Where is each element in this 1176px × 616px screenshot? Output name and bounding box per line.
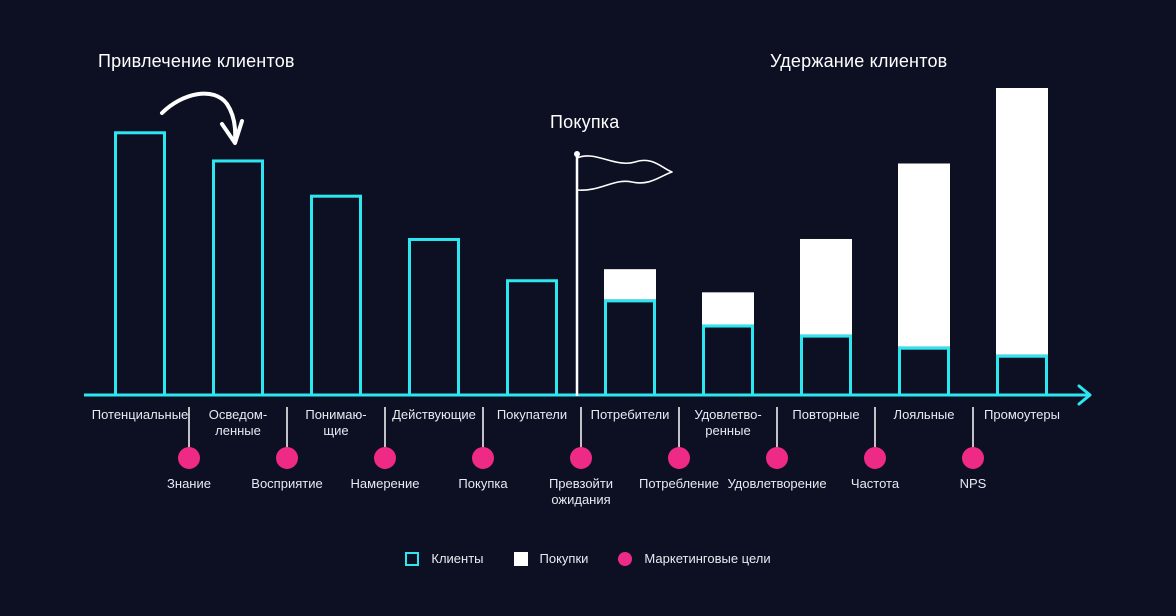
stage-label-1: Осведом- ленные <box>208 407 268 438</box>
goal-label-1: Восприятие <box>251 476 323 491</box>
clients-bar-8 <box>898 346 950 397</box>
goal-dot-5 <box>668 447 690 469</box>
legend-label-purchases: Покупки <box>539 551 589 566</box>
legend-item-purchases: Покупки <box>513 551 589 566</box>
clients-bar-2 <box>310 194 362 397</box>
x-axis-arrowhead <box>1077 384 1092 406</box>
stage-label-5: Потребители <box>590 407 670 422</box>
clients-bar-5 <box>604 299 656 397</box>
purchases-bar-5 <box>604 269 656 300</box>
flag-pole-knob-icon <box>574 151 580 157</box>
purchases-bar-6 <box>702 292 754 325</box>
goal-label-6: Удовлетворение <box>727 476 827 491</box>
goal-dot-6 <box>766 447 788 469</box>
goal-label-7: Частота <box>850 476 900 491</box>
acquisition-header: Привлечение клиентов <box>98 51 295 71</box>
goal-dot-0 <box>178 447 200 469</box>
goal-dot-2 <box>374 447 396 469</box>
purchases-bar-9 <box>996 88 1048 355</box>
curved-arrow-icon <box>160 91 238 142</box>
flag-icon <box>576 155 673 191</box>
goal-dot-3 <box>472 447 494 469</box>
purchases-bar-7 <box>800 238 852 335</box>
stage-label-9: Промоутеры <box>984 407 1060 422</box>
legend-swatch-purchases <box>513 551 528 566</box>
goal-label-8: NPS <box>959 476 987 491</box>
stage-label-2: Понимаю- щие <box>305 407 367 438</box>
legend-swatch-clients <box>405 551 420 566</box>
goal-label-0: Знание <box>167 476 211 491</box>
clients-bar-1 <box>212 159 264 397</box>
curved-arrow-head-icon <box>220 119 244 145</box>
stage-label-7: Повторные <box>792 407 860 422</box>
goal-dot-4 <box>570 447 592 469</box>
goal-label-4: Превзойти ожидания <box>548 476 614 507</box>
retention-header: Удержание клиентов <box>770 51 948 71</box>
stage-label-0: Потенциальные <box>91 407 189 422</box>
clients-bar-7 <box>800 334 852 397</box>
goal-dot-1 <box>276 447 298 469</box>
purchases-bar-8 <box>898 163 950 347</box>
legend-item-goals: Маркетинговые цели <box>618 551 771 566</box>
clients-bar-4 <box>506 279 558 397</box>
legend-label-goals: Маркетинговые цели <box>644 551 771 566</box>
goal-dot-7 <box>864 447 886 469</box>
clients-bar-3 <box>408 237 460 397</box>
goal-label-2: Намерение <box>350 476 420 491</box>
legend: Клиенты Покупки Маркетинговые цели <box>0 551 1176 566</box>
legend-swatch-goals <box>618 551 633 566</box>
goal-label-5: Потребление <box>639 476 719 491</box>
stage-label-3: Действующие <box>392 407 476 422</box>
goal-dot-8 <box>962 447 984 469</box>
clients-bar-6 <box>702 324 754 397</box>
stage-label-4: Покупатели <box>496 407 568 422</box>
stage-label-8: Лояльные <box>893 407 955 422</box>
goal-label-3: Покупка <box>458 476 508 491</box>
clients-bar-0 <box>114 131 166 397</box>
purchase-header: Покупка <box>550 112 620 132</box>
legend-label-clients: Клиенты <box>431 551 484 566</box>
clients-bar-9 <box>996 354 1048 397</box>
legend-item-clients: Клиенты <box>405 551 484 566</box>
stage-label-6: Удовлетво- ренные <box>694 407 762 438</box>
